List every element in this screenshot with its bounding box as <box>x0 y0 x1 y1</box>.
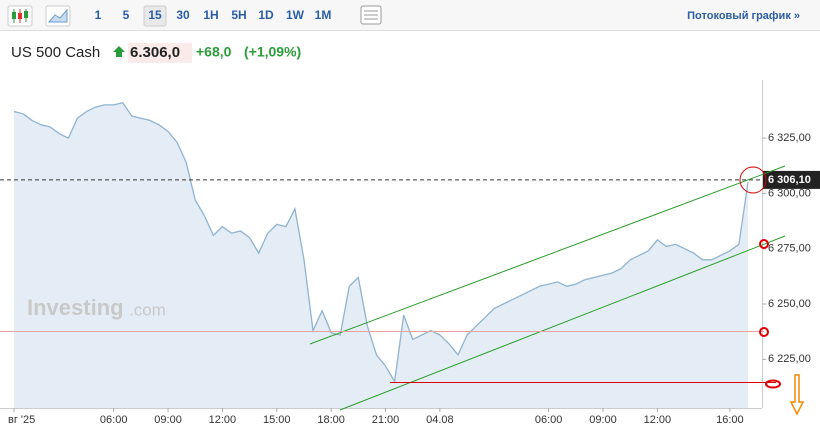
x-tick-label: 09:00 <box>589 414 617 426</box>
x-tick-label: 18:00 <box>317 414 345 426</box>
price-highlight <box>128 43 192 63</box>
change: +68,0 <box>196 44 232 60</box>
change-percent: (+1,09%) <box>244 44 301 60</box>
x-tick-label: 06:00 <box>100 414 128 426</box>
interval-button[interactable]: 1D <box>258 8 274 22</box>
y-tick-label: 6 300,00 <box>768 187 811 199</box>
interval-button[interactable]: 30 <box>176 8 190 22</box>
active-interval-bg <box>143 5 167 27</box>
interval-button[interactable]: 15 <box>148 8 162 22</box>
x-tick-label: 04.08 <box>426 414 454 426</box>
area-icon[interactable] <box>45 5 71 27</box>
price: 6.306,0 <box>130 44 180 61</box>
channel-lower <box>339 235 786 411</box>
interval-button[interactable]: 1 <box>95 8 102 22</box>
y-tick-label: 6 325,00 <box>768 132 811 144</box>
x-tick-label: 21:00 <box>372 414 400 426</box>
x-tick-label: 09:00 <box>154 414 182 426</box>
highlight-circle <box>739 166 767 194</box>
last-price-label: 6 306,10 <box>768 174 811 186</box>
toolbar <box>0 0 820 30</box>
watermark-brand: Investing <box>27 295 124 320</box>
table-icon[interactable] <box>360 5 382 25</box>
candle-icon[interactable] <box>7 5 33 27</box>
x-tick-label: 12:00 <box>644 414 672 426</box>
down-arrow <box>789 374 805 416</box>
interval-button[interactable]: 1H <box>203 8 218 22</box>
x-tick-label: 12:00 <box>209 414 237 426</box>
x-tick-label: 06:00 <box>535 414 563 426</box>
marker <box>759 239 769 249</box>
interval-button[interactable]: 1W <box>286 8 305 22</box>
last-price-box <box>763 170 820 189</box>
interval-button[interactable]: 1M <box>315 8 332 22</box>
price-line <box>13 101 749 384</box>
x-tick-label: вг '25 <box>8 414 35 426</box>
x-tick-label: 15:00 <box>263 414 291 426</box>
channel-upper <box>309 165 786 345</box>
y-tick-label: 6 275,00 <box>768 243 811 255</box>
up-arrow <box>113 46 125 57</box>
marker <box>759 327 769 337</box>
interval-button[interactable]: 5 <box>123 8 130 22</box>
streaming-link[interactable]: Потоковый график » <box>687 10 800 22</box>
y-tick-label: 6 250,00 <box>768 298 811 310</box>
y-tick-label: 6 225,00 <box>768 353 811 365</box>
x-tick-label: 16:00 <box>716 414 744 426</box>
watermark-suffix: .com <box>129 300 166 319</box>
instrument-name: US 500 Cash <box>11 44 100 61</box>
marker <box>765 379 781 389</box>
interval-button[interactable]: 5H <box>231 8 246 22</box>
